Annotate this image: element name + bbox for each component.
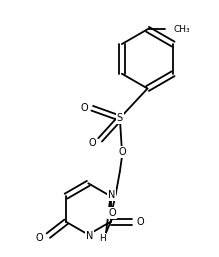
Text: O: O: [118, 147, 126, 157]
Text: N: N: [108, 190, 115, 200]
Text: O: O: [88, 138, 96, 148]
Text: O: O: [81, 103, 88, 113]
Text: S: S: [117, 113, 123, 123]
Text: N: N: [86, 231, 93, 241]
Text: O: O: [136, 217, 144, 227]
Text: H: H: [99, 234, 106, 243]
Text: O: O: [35, 233, 43, 243]
Text: O: O: [108, 208, 116, 218]
Text: CH₃: CH₃: [173, 25, 190, 34]
